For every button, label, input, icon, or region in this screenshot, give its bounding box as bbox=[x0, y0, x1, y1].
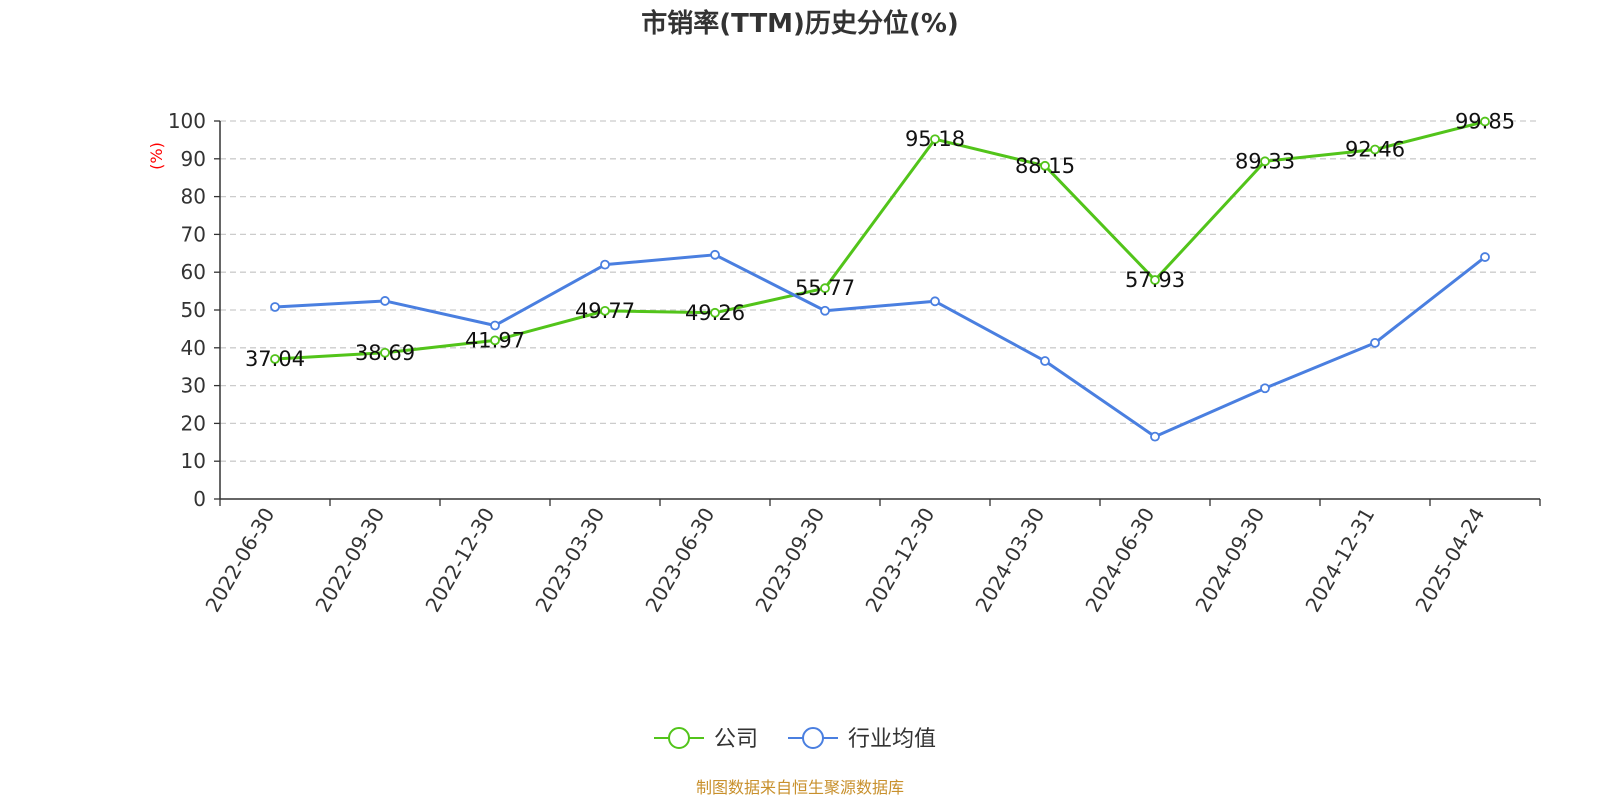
data-point bbox=[930, 134, 940, 145]
source-note: 制图数据来自恒生聚源数据库 bbox=[696, 778, 904, 797]
y-tick-label: 50 bbox=[181, 298, 206, 322]
data-point bbox=[1480, 252, 1490, 262]
data-label: 57.93 bbox=[1125, 268, 1185, 292]
y-tick-label: 40 bbox=[181, 336, 206, 360]
y-tick-label: 70 bbox=[181, 222, 206, 246]
series-lines bbox=[270, 116, 1490, 442]
y-tick-label: 30 bbox=[181, 374, 206, 398]
data-point bbox=[1480, 116, 1490, 127]
legend-label: 行业均值 bbox=[848, 727, 936, 752]
x-tick-label: 2024-09-30 bbox=[1190, 504, 1269, 617]
data-point bbox=[930, 296, 940, 307]
y-tick-label: 0 bbox=[193, 487, 206, 511]
data-label: 89.33 bbox=[1235, 149, 1295, 173]
series-line bbox=[274, 120, 1486, 361]
data-label: 55.77 bbox=[795, 276, 855, 300]
data-point bbox=[820, 283, 830, 294]
x-tick-label: 2023-12-30 bbox=[860, 504, 939, 617]
x-tick-label: 2024-03-30 bbox=[970, 504, 1049, 617]
x-tick-label: 2024-12-31 bbox=[1300, 504, 1379, 617]
data-label: 99.85 bbox=[1455, 110, 1515, 134]
y-tick-label: 90 bbox=[181, 147, 206, 171]
data-point bbox=[270, 354, 280, 364]
data-point bbox=[820, 305, 830, 316]
y-axis-label: (%) bbox=[147, 142, 166, 170]
y-tick-label: 20 bbox=[181, 411, 206, 435]
legend-marker-icon bbox=[802, 727, 824, 749]
data-labels: 37.04 38.69 41.97 49.77 49.26 55.77 95.18 88.15… bbox=[245, 110, 1515, 371]
data-point bbox=[1370, 337, 1380, 348]
data-point bbox=[1040, 356, 1050, 366]
y-tick-label: 100 bbox=[168, 109, 206, 133]
data-point bbox=[1150, 275, 1160, 285]
x-tick-label: 2022-06-30 bbox=[200, 504, 279, 617]
x-tick-label: 2025-04-24 bbox=[1410, 504, 1489, 617]
y-tick-label: 60 bbox=[181, 260, 206, 284]
grid-lines bbox=[220, 120, 1540, 462]
data-point bbox=[270, 302, 280, 312]
series-line bbox=[274, 253, 1486, 439]
data-point bbox=[380, 347, 390, 358]
x-tick-label: 2023-03-30 bbox=[530, 504, 609, 617]
data-point bbox=[1150, 431, 1160, 442]
data-label: 38.69 bbox=[355, 341, 415, 365]
data-point bbox=[1370, 144, 1380, 155]
data-label: 88.15 bbox=[1015, 154, 1075, 178]
x-tick-label: 2023-09-30 bbox=[750, 504, 829, 617]
data-point bbox=[600, 259, 610, 270]
x-tick-label: 2022-12-30 bbox=[420, 504, 499, 617]
data-label: 41.97 bbox=[465, 328, 525, 352]
legend: 公司 行业均值 bbox=[654, 727, 936, 752]
y-tick-label: 10 bbox=[181, 449, 206, 473]
x-tick-label: 2022-09-30 bbox=[310, 504, 389, 617]
data-label: 49.77 bbox=[575, 299, 635, 323]
legend-label: 公司 bbox=[714, 727, 758, 752]
data-label: 95.18 bbox=[905, 127, 965, 151]
x-tick-label: 2024-06-30 bbox=[1080, 504, 1159, 617]
data-label: 37.04 bbox=[245, 347, 305, 371]
data-point bbox=[490, 335, 500, 346]
data-point bbox=[1040, 160, 1050, 171]
data-label: 49.26 bbox=[685, 301, 745, 325]
data-point bbox=[600, 305, 610, 316]
legend-marker-icon bbox=[668, 727, 690, 749]
data-point bbox=[710, 307, 720, 318]
chart-title: 市销率(TTM)历史分位(%) bbox=[641, 8, 959, 39]
data-point bbox=[1260, 156, 1270, 167]
data-label: 92.46 bbox=[1345, 138, 1405, 162]
data-point bbox=[710, 249, 720, 260]
data-point bbox=[380, 296, 390, 306]
data-point bbox=[1260, 383, 1270, 394]
y-tick-label: 80 bbox=[181, 185, 206, 209]
x-tick-label: 2023-06-30 bbox=[640, 504, 719, 617]
data-point bbox=[490, 320, 500, 331]
